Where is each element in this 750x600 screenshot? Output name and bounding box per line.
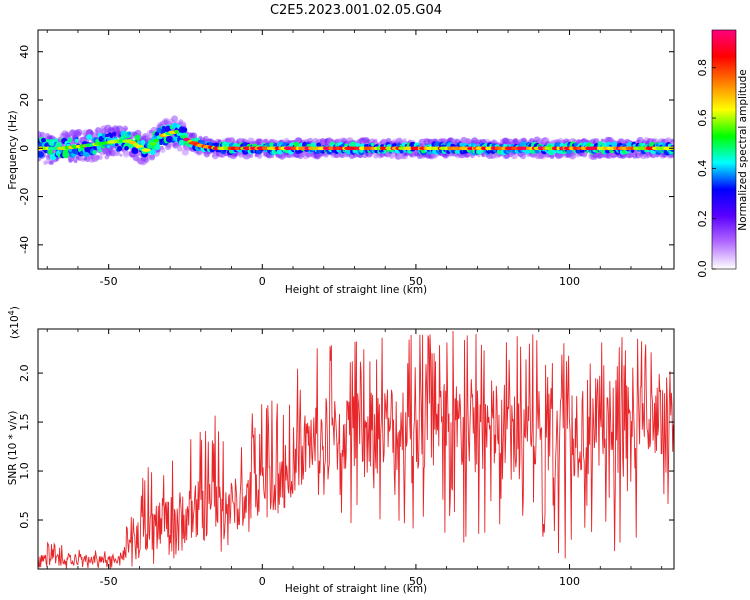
- spectrogram-y-tick-label: -40: [18, 236, 31, 254]
- snr-x-tick-label: 100: [559, 575, 580, 588]
- spectrogram-y-tick-label: 40: [18, 45, 31, 59]
- snr-y-tick-label: 1.0: [18, 462, 31, 480]
- snr-x-tick-label: 0: [259, 575, 266, 588]
- spectrogram-x-tick-label: -50: [100, 275, 118, 288]
- spectrogram-x-tick-label: 50: [409, 275, 423, 288]
- spectrogram-heatmap: [38, 115, 674, 166]
- spectrogram-x-tick-label: 100: [559, 275, 580, 288]
- spectrogram-x-tick-label: 0: [259, 275, 266, 288]
- colorbar-tick-label: 0.8: [696, 59, 709, 77]
- colorbar-scale: [711, 29, 737, 270]
- spectrogram-panel: -50 0 50 100 -40 -20 0 20 40 Height of straight…: [7, 29, 675, 296]
- snr-y-tick-label: 0.5: [18, 511, 31, 529]
- snr-y-label: SNR (10 * v/v): [7, 411, 19, 486]
- snr-x-ticks: -50 0 50 100: [46, 329, 663, 588]
- spectrogram-y-label: Frequency (Hz): [7, 110, 19, 189]
- snr-x-tick-label: 50: [409, 575, 423, 588]
- snr-x-label: Height of straight line (km): [285, 583, 427, 595]
- spectrogram-y-ticks: -40 -20 0 20 40: [18, 45, 674, 254]
- spectrogram-y-tick-label: 20: [18, 93, 31, 107]
- figure-title: C2E5.2023.001.02.05.G04: [270, 3, 442, 18]
- colorbar-ticks: 0.0 0.2 0.4 0.6 0.8: [696, 59, 716, 278]
- colorbar: 0.0 0.2 0.4 0.6 0.8 Normalized spectral ampl…: [696, 29, 749, 278]
- spectrogram-x-ticks: -50 0 50 100: [46, 30, 663, 288]
- colorbar-tick-label: 0.2: [696, 210, 709, 228]
- snr-series-line: [38, 330, 674, 569]
- snr-y-tick-label: 2.0: [18, 364, 31, 382]
- snr-y-ticks: 0.5 1.0 1.5 2.0: [18, 364, 674, 529]
- snr-frame: [37, 328, 675, 570]
- colorbar-tick-label: 0.6: [696, 109, 709, 127]
- snr-y-tick-label: 1.5: [18, 413, 31, 431]
- colorbar-label: Normalized spectral amplitude: [737, 69, 749, 230]
- spectrogram-y-tick-label: 0: [18, 145, 31, 152]
- colorbar-tick-label: 0.4: [696, 160, 709, 178]
- snr-x-tick-label: -50: [100, 575, 118, 588]
- colorbar-tick-label: 0.0: [696, 260, 709, 278]
- spectrogram-x-label: Height of straight line (km): [285, 284, 427, 296]
- spectrogram-y-tick-label: -20: [18, 188, 31, 206]
- snr-y-multiplier: (x104): [7, 306, 21, 339]
- spectrogram-frame: [37, 29, 675, 270]
- snr-panel: -50 0 50 100 0.5 1.0 1.5 2.0 Height of straigh…: [7, 306, 675, 595]
